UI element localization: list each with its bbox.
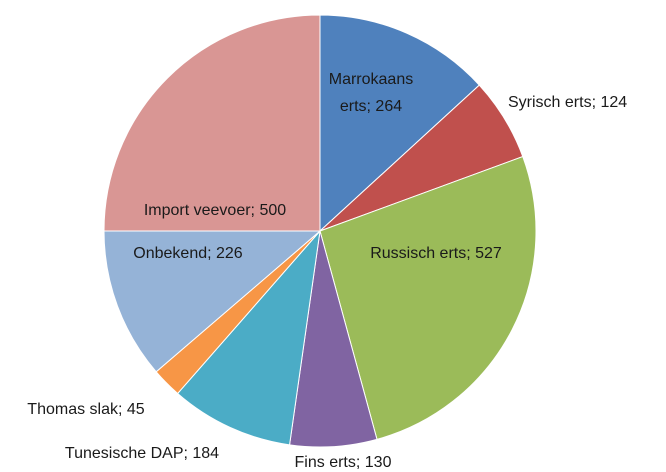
- data-label: Fins erts; 130: [295, 454, 392, 471]
- pie-slice: [176, 229, 321, 446]
- data-label: Marrokaans erts; 264: [329, 71, 413, 115]
- data-label: Syrisch erts; 124: [508, 94, 627, 111]
- pie-slice: [319, 14, 481, 233]
- pie-slice: [103, 230, 322, 373]
- data-label: Thomas slak; 45: [27, 401, 144, 418]
- data-label: Russisch erts; 527: [370, 245, 502, 262]
- data-label: Tunesische DAP; 184: [65, 445, 219, 462]
- pie-slice: [103, 14, 321, 232]
- data-label: Import veevoer; 500: [144, 202, 286, 219]
- pie-slice: [319, 155, 537, 440]
- data-label: Onbekend; 226: [133, 245, 243, 262]
